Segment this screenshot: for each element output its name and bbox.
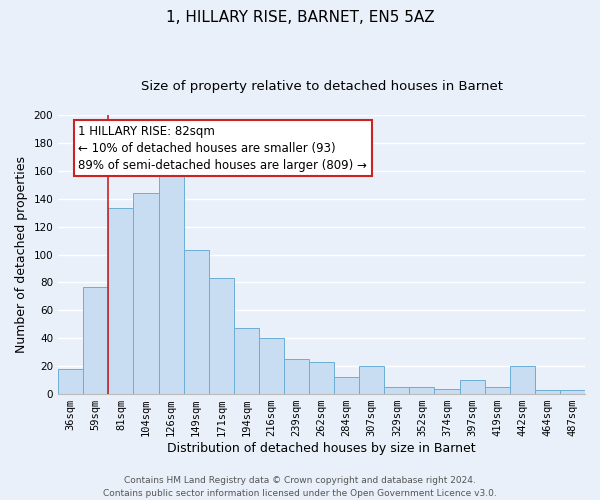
- Bar: [560, 390, 585, 394]
- Bar: [58, 369, 83, 394]
- Bar: [510, 366, 535, 394]
- Text: Contains HM Land Registry data © Crown copyright and database right 2024.
Contai: Contains HM Land Registry data © Crown c…: [103, 476, 497, 498]
- Bar: [535, 390, 560, 394]
- X-axis label: Distribution of detached houses by size in Barnet: Distribution of detached houses by size …: [167, 442, 476, 455]
- Bar: [385, 387, 409, 394]
- Bar: [83, 286, 109, 394]
- Bar: [109, 208, 133, 394]
- Bar: [359, 366, 385, 394]
- Bar: [259, 338, 284, 394]
- Title: Size of property relative to detached houses in Barnet: Size of property relative to detached ho…: [140, 80, 503, 93]
- Bar: [284, 359, 309, 394]
- Bar: [209, 278, 234, 394]
- Bar: [460, 380, 485, 394]
- Text: 1, HILLARY RISE, BARNET, EN5 5AZ: 1, HILLARY RISE, BARNET, EN5 5AZ: [166, 10, 434, 25]
- Bar: [133, 193, 158, 394]
- Bar: [158, 164, 184, 394]
- Bar: [334, 378, 359, 394]
- Bar: [485, 387, 510, 394]
- Bar: [309, 362, 334, 394]
- Y-axis label: Number of detached properties: Number of detached properties: [15, 156, 28, 353]
- Bar: [409, 387, 434, 394]
- Bar: [434, 388, 460, 394]
- Bar: [184, 250, 209, 394]
- Text: 1 HILLARY RISE: 82sqm
← 10% of detached houses are smaller (93)
89% of semi-deta: 1 HILLARY RISE: 82sqm ← 10% of detached …: [78, 125, 367, 172]
- Bar: [234, 328, 259, 394]
